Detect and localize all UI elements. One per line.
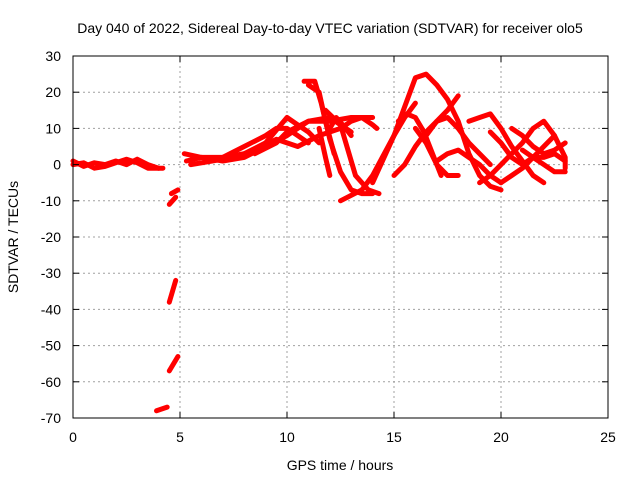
- x-tick-label: 10: [279, 429, 295, 445]
- x-tick-label: 25: [600, 429, 616, 445]
- x-tick-label: 0: [69, 429, 77, 445]
- series-line-arc-ee: [509, 125, 568, 157]
- series-line-arc-b: [70, 156, 162, 171]
- y-tick-label: 10: [45, 120, 61, 136]
- y-tick-label: -30: [41, 265, 61, 281]
- chart-title: Day 040 of 2022, Sidereal Day-to-day VTE…: [77, 20, 583, 36]
- y-axis: -70 -60 -50 -40 -30 -20 -10 0 10 20 30: [41, 48, 608, 426]
- series-line-arc-r: [323, 107, 382, 197]
- series-line-arc-k: [220, 125, 311, 160]
- series-line-arc-o: [316, 125, 333, 178]
- series-line-arc-q: [338, 115, 380, 131]
- y-axis-label: SDTVAR / TECUs: [5, 181, 21, 293]
- series-line-arc-c: [168, 187, 181, 197]
- x-tick-label: 20: [493, 429, 509, 445]
- series-line-arc-z: [466, 111, 547, 186]
- series-line-arc-f: [166, 354, 181, 374]
- x-axis: 0 5 10 15 20 25: [69, 56, 616, 445]
- y-tick-label: 30: [45, 48, 61, 64]
- series-line-arc-n: [305, 82, 337, 157]
- y-tick-label: -70: [41, 410, 61, 426]
- y-tick-label: -60: [41, 374, 61, 390]
- series-line-arc-w: [412, 125, 461, 178]
- y-tick-label: -10: [41, 193, 61, 209]
- y-tick-label: -40: [41, 301, 61, 317]
- series-line-arc-bb: [487, 129, 557, 168]
- series-line-arc-d: [166, 194, 179, 207]
- x-tick-label: 5: [176, 429, 184, 445]
- series-line-arc-x: [423, 115, 493, 168]
- y-tick-label: 20: [45, 84, 61, 100]
- series-line-arc-dd: [519, 147, 568, 175]
- y-tick-label: 0: [53, 157, 61, 173]
- series-line-arc-g: [154, 404, 170, 414]
- x-axis-label: GPS time / hours: [287, 457, 394, 473]
- series-layer: [70, 71, 568, 414]
- y-tick-label: -50: [41, 338, 61, 354]
- x-tick-label: 15: [386, 429, 402, 445]
- y-tick-label: -20: [41, 229, 61, 245]
- series-line-arc-j: [188, 125, 343, 168]
- series-line-arc-e: [166, 277, 179, 305]
- grid: [73, 56, 608, 418]
- series-line-arc-t: [370, 71, 504, 193]
